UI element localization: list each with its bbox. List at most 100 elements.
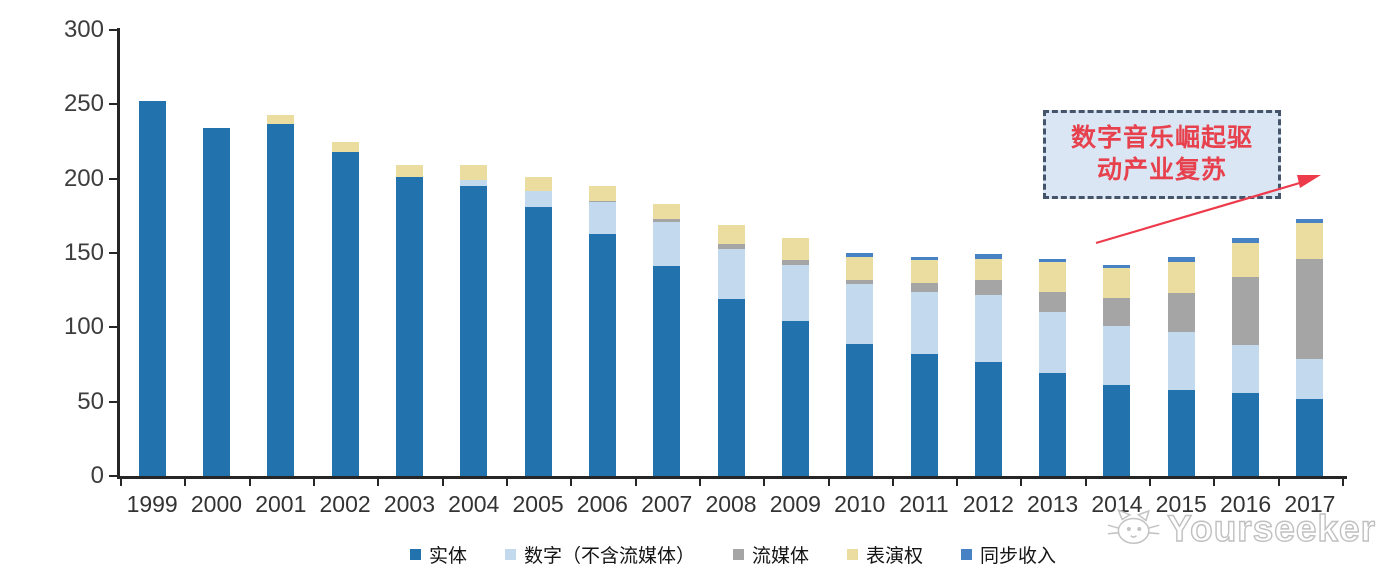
bar-segment-2014 — [1103, 385, 1131, 476]
x-axis-tick — [505, 476, 508, 486]
bar-segment-2016 — [1232, 345, 1260, 393]
x-axis-label-2012: 2012 — [962, 491, 1014, 517]
bar-segment-2010 — [846, 257, 874, 280]
x-axis-label-2003: 2003 — [383, 491, 436, 517]
bar-segment-2004 — [460, 165, 488, 181]
bar-segment-2004 — [460, 180, 488, 187]
x-axis-tick — [891, 476, 894, 486]
y-axis-tick — [109, 252, 120, 254]
bar-segment-2006 — [588, 186, 616, 201]
watermark: Yourseeker — [1106, 503, 1376, 555]
bar-segment-2017 — [1296, 358, 1324, 399]
bar-segment-2017 — [1296, 218, 1324, 224]
bar-segment-2010 — [846, 253, 874, 258]
y-axis-label: 50 — [77, 387, 104, 415]
annotation-line-2: 动产业复苏 — [1096, 156, 1227, 184]
y-axis-tick — [109, 103, 120, 106]
x-axis-label-2004: 2004 — [448, 491, 500, 517]
bar-segment-2014 — [1103, 297, 1131, 326]
bar-segment-2014 — [1103, 267, 1131, 298]
bar-segment-2016 — [1232, 238, 1260, 243]
legend-label: 流媒体 — [751, 545, 809, 567]
bar-segment-2013 — [1039, 261, 1067, 292]
bar-segment-2005 — [524, 190, 552, 207]
bar-segment-2011 — [910, 354, 938, 476]
x-axis-tick — [441, 476, 444, 486]
bar-segment-2016 — [1232, 242, 1260, 277]
x-axis-tick — [312, 476, 315, 486]
bar-segment-2010 — [846, 343, 874, 476]
x-axis-tick — [184, 476, 187, 486]
x-axis-label-2000: 2000 — [190, 491, 243, 517]
bar-segment-2002 — [331, 151, 359, 476]
x-axis-tick — [827, 476, 830, 486]
bar-segment-2001 — [267, 123, 295, 476]
y-axis-label: 0 — [90, 462, 104, 489]
x-axis-label-2016: 2016 — [1220, 491, 1272, 517]
bar-segment-2006 — [588, 202, 616, 234]
bar-segment-2010 — [846, 284, 874, 344]
bar-segment-2005 — [524, 177, 552, 191]
x-axis-label-2014: 2014 — [1091, 491, 1143, 517]
x-axis-tick — [956, 476, 959, 486]
bar-segment-2015 — [1167, 257, 1195, 262]
bar-segment-2006 — [588, 233, 616, 476]
bar-segment-2013 — [1039, 373, 1067, 476]
bar-segment-2003 — [395, 165, 423, 178]
x-axis-tick — [763, 476, 766, 486]
y-axis-tick — [109, 400, 120, 403]
x-axis-label-2006: 2006 — [576, 491, 628, 517]
y-axis-label: 100 — [63, 313, 104, 341]
bar-segment-2007 — [653, 221, 681, 267]
bar-segment-2013 — [1039, 258, 1067, 262]
chart-legend: 实体 数字（不含流媒体） 流媒体 表演权 同步收入 — [118, 541, 1348, 567]
x-axis-tick — [1084, 476, 1087, 486]
x-axis-tick — [120, 476, 122, 486]
watermark-text: Yourseeker — [1166, 507, 1376, 549]
bar-segment-2011 — [910, 260, 938, 283]
y-axis-label: 300 — [63, 16, 104, 43]
y-axis-label: 150 — [63, 239, 104, 266]
x-axis-label-2010: 2010 — [834, 491, 886, 517]
bar-segment-2008 — [717, 224, 745, 245]
x-axis-label-2002: 2002 — [319, 491, 371, 517]
x-axis-tick — [1149, 476, 1152, 486]
bar-segment-2010 — [846, 279, 874, 285]
legend-swatch-icon — [961, 548, 973, 560]
bar-segment-2011 — [910, 257, 938, 261]
bar-segment-1999 — [138, 101, 166, 476]
legend-label: 数字（不含流媒体） — [523, 545, 695, 567]
bar-segment-2009 — [781, 264, 809, 322]
x-axis-label-2015: 2015 — [1155, 491, 1207, 517]
bar-segment-2012 — [974, 361, 1002, 476]
bar-segment-2015 — [1167, 261, 1195, 294]
bar-segment-2007 — [653, 218, 681, 222]
bar-segment-2005 — [524, 206, 552, 476]
bar-segment-2015 — [1167, 389, 1195, 476]
y-axis-tick — [109, 29, 120, 31]
x-axis-label-2009: 2009 — [769, 491, 821, 517]
x-axis-label-2008: 2008 — [705, 491, 757, 517]
legend-item: 数字（不含流媒体） — [504, 541, 695, 568]
annotation-line-1: 数字音乐崛起驱 — [1070, 124, 1253, 152]
legend-label: 同步收入 — [980, 545, 1057, 567]
bar-segment-2000 — [202, 128, 230, 476]
y-axis-tick — [109, 475, 120, 477]
x-axis-label-1999: 1999 — [126, 491, 178, 517]
bar-segment-2015 — [1167, 293, 1195, 332]
bar-segment-2012 — [974, 254, 1002, 259]
bar-segment-2016 — [1232, 392, 1260, 476]
x-axis-tick — [1277, 476, 1280, 486]
legend-item: 流媒体 — [732, 541, 809, 568]
bar-segment-2006 — [588, 200, 616, 203]
bar-segment-2003 — [395, 177, 423, 476]
legend-item: 同步收入 — [961, 541, 1056, 568]
x-axis-tick — [248, 476, 251, 486]
bar-segment-2014 — [1103, 264, 1131, 268]
bar-segment-2013 — [1039, 291, 1067, 313]
legend-swatch-icon — [732, 548, 744, 560]
bar-segment-2015 — [1167, 331, 1195, 390]
x-axis-label-2005: 2005 — [512, 491, 564, 517]
x-axis-label-2007: 2007 — [641, 491, 693, 517]
